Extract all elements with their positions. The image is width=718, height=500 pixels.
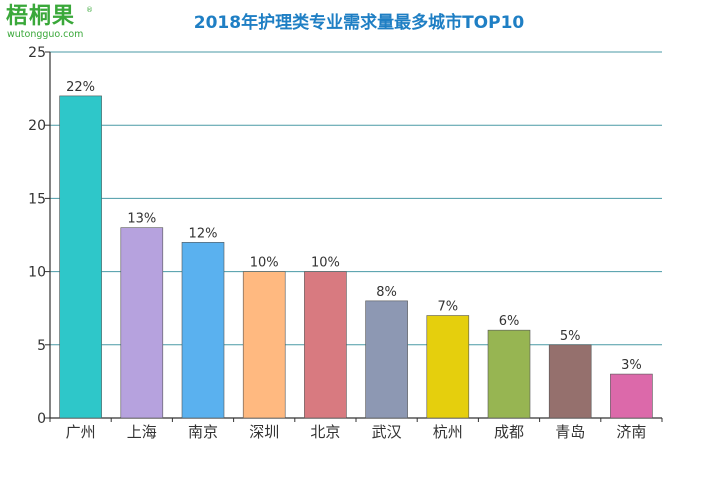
data-label: 10%: [311, 256, 340, 271]
data-label: 10%: [250, 256, 279, 271]
brand-logo: 梧桐果 ® wutongguo.com: [6, 4, 102, 42]
labels: 22% 广州 13% 上海 12% 南京 10% 深圳 10% 北京 8% 武汉 7% 杭州 6% 成都 5% 青…: [66, 80, 647, 441]
bar-6: [426, 315, 470, 419]
x-tick-label: 上海: [127, 423, 157, 441]
bar-3: [242, 271, 286, 419]
x-tick-label: 南京: [188, 423, 218, 441]
bar-2: [181, 242, 225, 419]
data-label: 12%: [189, 226, 218, 241]
bar-1: [120, 227, 164, 419]
x-tick-label: 青岛: [555, 423, 585, 441]
y-tick-label: 15: [28, 191, 46, 207]
bars: [59, 95, 653, 419]
logo-name: 梧桐果: [6, 4, 76, 29]
bar-5: [365, 300, 408, 419]
data-label: 13%: [127, 212, 156, 227]
x-tick-label: 杭州: [433, 423, 463, 441]
data-label: 6%: [499, 314, 520, 329]
logo-registered-mark: ®: [86, 6, 93, 14]
y-tick-label: 10: [28, 265, 46, 281]
logo-site: wutongguo.com: [7, 29, 84, 40]
data-label: 7%: [437, 300, 458, 315]
x-tick-label: 北京: [310, 423, 340, 441]
bar-4: [304, 271, 347, 419]
x-tick-label: 成都: [494, 423, 524, 441]
chart-title: 2018年护理类专业需求量最多城市TOP10: [193, 13, 525, 33]
x-tick-label: 武汉: [372, 423, 402, 441]
y-tick-label: 0: [37, 411, 46, 427]
bar-0: [59, 95, 102, 419]
bar-8: [548, 344, 592, 419]
bar-9: [610, 373, 653, 419]
y-tick-label: 5: [37, 338, 46, 354]
data-label: 22%: [66, 80, 95, 95]
y-tick-label: 20: [28, 118, 46, 134]
data-label: 5%: [560, 329, 581, 344]
y-tick-label: 25: [28, 45, 46, 61]
bar-7: [487, 329, 531, 419]
data-label: 3%: [621, 358, 642, 373]
x-tick-label: 深圳: [249, 423, 279, 441]
data-label: 8%: [376, 285, 397, 300]
x-tick-label: 济南: [616, 423, 646, 441]
x-tick-label: 广州: [66, 423, 96, 441]
